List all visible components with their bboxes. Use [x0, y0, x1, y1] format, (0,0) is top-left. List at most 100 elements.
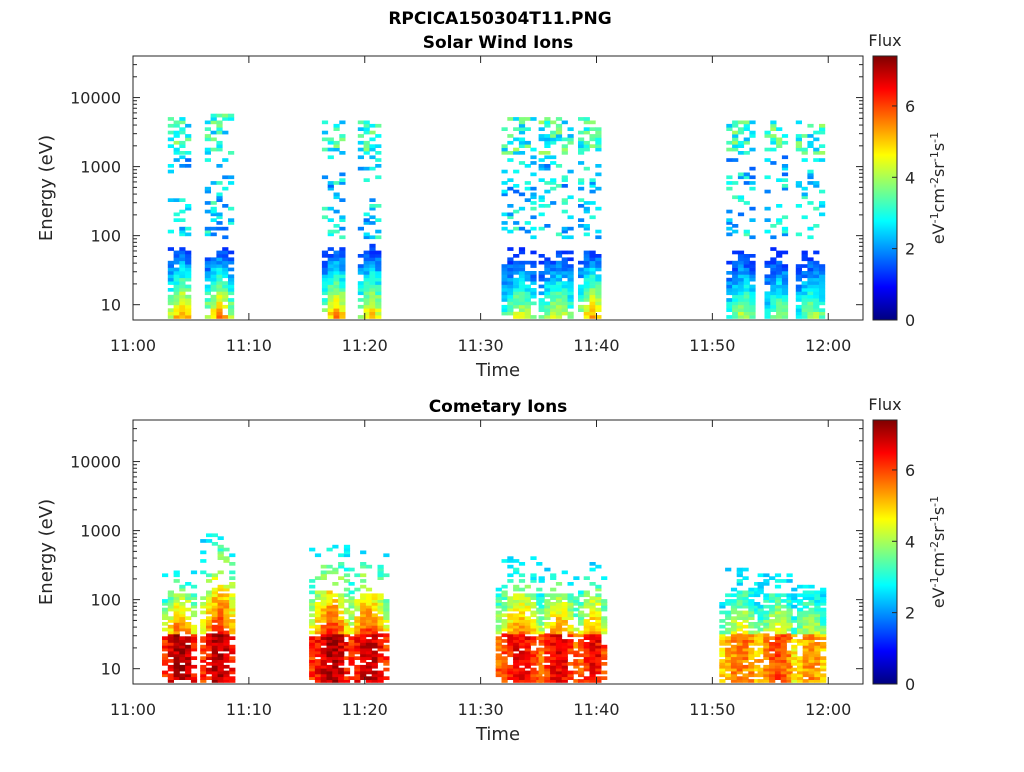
heatmap-cell [801, 294, 808, 299]
heatmap-cell [339, 151, 346, 155]
heatmap-cell [776, 284, 783, 289]
heatmap-cell [222, 264, 229, 268]
heatmap-cell [210, 226, 217, 231]
heatmap-cell [179, 593, 186, 598]
heatmap-cell [764, 229, 771, 234]
heatmap-cell [774, 664, 782, 669]
heatmap-cell [601, 676, 608, 680]
heatmap-cell [357, 226, 364, 231]
heatmap-cell [776, 291, 783, 296]
heatmap-cell [216, 192, 223, 197]
heatmap-cell [578, 151, 585, 155]
heatmap-cell [819, 288, 826, 292]
heatmap-cell [544, 137, 551, 142]
heatmap-cell [781, 178, 789, 182]
heatmap-cell [338, 627, 345, 632]
heatmap-cell [544, 613, 551, 618]
heatmap-cell [757, 667, 764, 672]
heatmap-cell [757, 673, 764, 678]
heatmap-cell [757, 636, 764, 640]
heatmap-cell [813, 137, 820, 142]
heatmap-cell [567, 284, 574, 289]
heatmap-cell [206, 604, 213, 609]
heatmap-cell [781, 186, 789, 191]
heatmap-cell [179, 120, 186, 125]
heatmap-cell [595, 260, 602, 265]
heatmap-cell [513, 281, 520, 285]
heatmap-cell [518, 304, 526, 309]
heatmap-cell [780, 627, 787, 632]
heatmap-cell [808, 622, 815, 626]
heatmap-cell [802, 642, 809, 646]
x-tick-label: 12:00 [805, 336, 851, 355]
heatmap-cell [173, 653, 180, 658]
heatmap-cell [776, 250, 783, 255]
heatmap-cell [742, 633, 749, 638]
heatmap-cell [513, 264, 520, 268]
heatmap-cell [743, 304, 750, 309]
heatmap-cell [333, 294, 340, 299]
heatmap-cell [507, 257, 514, 262]
heatmap-cell [530, 650, 537, 655]
heatmap-cell [507, 308, 514, 312]
heatmap-cell [354, 642, 361, 646]
heatmap-cell [725, 650, 732, 655]
heatmap-cell [536, 602, 543, 606]
heatmap-cell [326, 650, 333, 655]
heatmap-cell [173, 676, 180, 680]
heatmap-cell [339, 181, 346, 185]
heatmap-cell [222, 291, 229, 296]
heatmap-cell [578, 218, 585, 222]
heatmap-cell [326, 570, 333, 575]
heatmap-cell [795, 294, 802, 299]
heatmap-cell [162, 639, 169, 643]
heatmap-cell [550, 304, 557, 309]
heatmap-cell [601, 644, 608, 649]
heatmap-cell [200, 570, 207, 575]
heatmap-cell [589, 616, 596, 620]
heatmap-cell [749, 315, 756, 319]
heatmap-cell [200, 604, 207, 609]
heatmap-cell [369, 311, 376, 316]
heatmap-cell [365, 607, 373, 612]
heatmap-cell [327, 294, 334, 299]
heatmap-cell [819, 311, 826, 316]
heatmap-cell [820, 656, 827, 660]
heatmap-cell [578, 639, 585, 643]
heatmap-cell [802, 639, 809, 643]
heatmap-cell [501, 127, 508, 131]
heatmap-cell [589, 567, 596, 572]
heatmap-cell [561, 304, 568, 309]
heatmap-cell [530, 627, 537, 632]
heatmap-cell [808, 599, 815, 603]
heatmap-cell [179, 604, 186, 609]
heatmap-cell [774, 636, 782, 640]
heatmap-cell [223, 673, 230, 678]
heatmap-cell [360, 610, 367, 615]
heatmap-cell [819, 308, 826, 312]
heatmap-cell [371, 607, 378, 612]
heatmap-cell [786, 639, 793, 643]
heatmap-cell [369, 284, 376, 289]
heatmap-cell [348, 656, 355, 660]
heatmap-cell [211, 662, 218, 666]
heatmap-cell [173, 627, 180, 632]
heatmap-cell [595, 627, 602, 632]
heatmap-cell [769, 670, 776, 675]
heatmap-cell [583, 166, 590, 171]
heatmap-cell [369, 147, 376, 152]
heatmap-cell [595, 564, 602, 569]
heatmap-cell [774, 579, 782, 583]
colorbar-title: Flux [868, 31, 901, 50]
heatmap-cell [507, 117, 514, 121]
heatmap-cell [223, 630, 230, 635]
heatmap-cell [185, 673, 192, 678]
heatmap-cell [601, 607, 608, 612]
heatmap-cell [513, 147, 520, 152]
heatmap-cell [780, 622, 787, 626]
heatmap-cell [583, 294, 590, 299]
heatmap-cell [555, 130, 563, 135]
heatmap-cell [179, 308, 186, 312]
heatmap-cell [185, 274, 192, 279]
heatmap-cell [333, 311, 340, 316]
